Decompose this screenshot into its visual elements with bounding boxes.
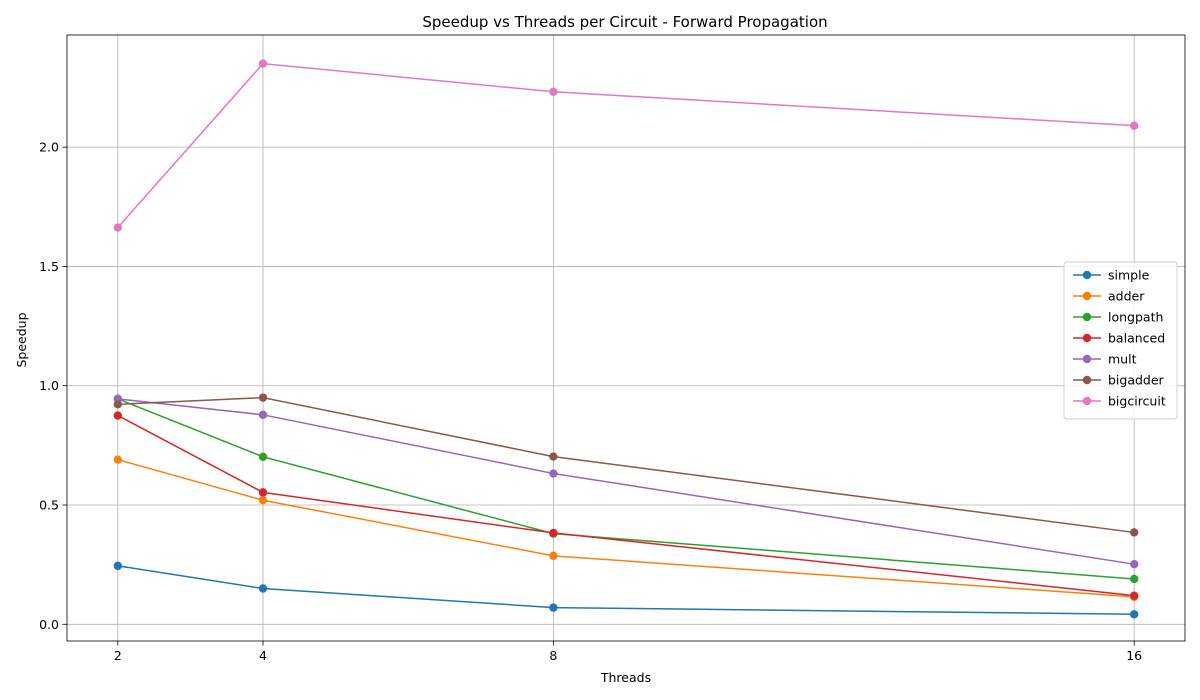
x-axis-label: Threads bbox=[600, 670, 651, 685]
data-point-bigadder bbox=[1129, 528, 1139, 537]
series-simple bbox=[113, 561, 1139, 619]
series-line-balanced bbox=[117, 414, 1135, 597]
data-point-simple bbox=[1129, 610, 1139, 619]
data-point-simple bbox=[258, 584, 268, 593]
data-point-mult bbox=[258, 410, 268, 420]
data-point-adder bbox=[113, 455, 123, 464]
legend-swatch-marker bbox=[1082, 396, 1092, 406]
data-point-bigcircuit bbox=[113, 223, 123, 232]
legend-item-bigcircuit: bigcircuit bbox=[1073, 394, 1166, 409]
x-tick-label: 2 bbox=[114, 648, 122, 663]
y-tick-label: 0.5 bbox=[39, 498, 59, 513]
legend: simple adder longpath balanced mult bigadder b… bbox=[1063, 261, 1178, 420]
plot-frame bbox=[66, 34, 1186, 642]
legend-label: mult bbox=[1108, 352, 1137, 367]
data-point-longpath bbox=[258, 452, 268, 462]
chart-title: Speedup vs Threads per Circuit - Forward… bbox=[422, 13, 827, 31]
data-point-adder bbox=[549, 551, 558, 561]
axis-ticks: 2 4 8 16 0.0 0.5 1.0 1.5 2.0 bbox=[39, 140, 1142, 663]
data-point-bigadder bbox=[113, 400, 123, 409]
y-tick-label: 1.5 bbox=[39, 259, 59, 274]
legend-item-simple: simple bbox=[1073, 268, 1150, 283]
legend-swatch-marker bbox=[1082, 291, 1092, 301]
data-point-balanced bbox=[258, 488, 268, 497]
data-point-balanced bbox=[1129, 591, 1139, 600]
grid-lines bbox=[67, 35, 1185, 641]
series-line-bigadder bbox=[117, 396, 1135, 534]
y-tick-label: 1.0 bbox=[39, 378, 59, 393]
data-point-balanced bbox=[113, 411, 123, 420]
data-point-bigcircuit bbox=[258, 59, 268, 68]
data-point-longpath bbox=[1129, 574, 1139, 584]
data-point-adder bbox=[258, 496, 268, 505]
legend-label: bigcircuit bbox=[1108, 394, 1166, 409]
y-axis-label: Speedup bbox=[14, 312, 29, 367]
data-point-bigcircuit bbox=[549, 87, 558, 96]
legend-swatch-marker bbox=[1082, 270, 1092, 280]
legend-label: balanced bbox=[1108, 331, 1165, 346]
legend-swatch-marker bbox=[1082, 375, 1092, 385]
legend-swatch-marker bbox=[1082, 333, 1092, 343]
series-lines bbox=[113, 59, 1139, 619]
legend-label: simple bbox=[1108, 268, 1150, 283]
legend-item-balanced: balanced bbox=[1073, 331, 1165, 346]
x-tick-label: 4 bbox=[259, 648, 267, 663]
legend-item-adder: adder bbox=[1073, 289, 1145, 304]
data-point-mult bbox=[549, 469, 558, 478]
data-point-simple bbox=[549, 603, 558, 612]
series-mult bbox=[113, 394, 1139, 569]
data-point-simple bbox=[113, 561, 123, 571]
series-line-mult bbox=[117, 398, 1135, 565]
data-point-bigadder bbox=[549, 452, 558, 461]
x-tick-label: 16 bbox=[1126, 648, 1142, 663]
series-bigadder bbox=[113, 393, 1139, 537]
legend-swatch-marker bbox=[1082, 312, 1092, 322]
legend-label: longpath bbox=[1108, 310, 1163, 325]
series-line-bigcircuit bbox=[117, 62, 1135, 229]
legend-item-bigadder: bigadder bbox=[1073, 373, 1165, 388]
legend-swatch-marker bbox=[1082, 354, 1092, 364]
y-tick-label: 2.0 bbox=[39, 140, 59, 155]
legend-item-mult: mult bbox=[1073, 352, 1137, 367]
data-point-bigcircuit bbox=[1129, 121, 1139, 130]
series-balanced bbox=[113, 411, 1139, 600]
series-bigcircuit bbox=[113, 59, 1139, 232]
x-tick-label: 8 bbox=[549, 648, 557, 663]
legend-item-longpath: longpath bbox=[1073, 310, 1163, 325]
data-point-balanced bbox=[549, 528, 558, 538]
legend-label: adder bbox=[1108, 289, 1145, 304]
series-line-adder bbox=[117, 458, 1135, 598]
y-tick-label: 0.0 bbox=[39, 617, 59, 632]
data-point-mult bbox=[1129, 559, 1139, 569]
data-point-bigadder bbox=[258, 393, 268, 402]
legend-label: bigadder bbox=[1108, 373, 1165, 388]
series-line-simple bbox=[117, 565, 1135, 616]
series-line-longpath bbox=[117, 398, 1135, 580]
